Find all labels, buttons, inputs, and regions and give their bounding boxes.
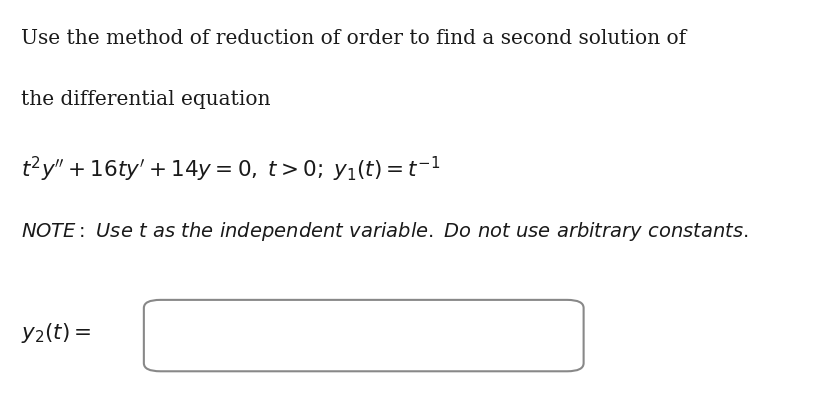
Text: $y_2(t) =$: $y_2(t) =$ (21, 321, 91, 344)
Text: Use the method of reduction of order to find a second solution of: Use the method of reduction of order to … (21, 29, 686, 48)
Text: $\mathit{NOTE{:}\ Use\ t\ as\ the\ independent\ variable.\ Do\ not\ use\ arbitra: $\mathit{NOTE{:}\ Use\ t\ as\ the\ indep… (21, 220, 748, 243)
Text: $t^2y'' + 16ty' + 14y = 0, \; t > 0; \; y_1(t) = t^{-1}$: $t^2y'' + 16ty' + 14y = 0, \; t > 0; \; … (21, 155, 440, 184)
Text: the differential equation: the differential equation (21, 90, 270, 109)
FancyBboxPatch shape (144, 300, 584, 371)
